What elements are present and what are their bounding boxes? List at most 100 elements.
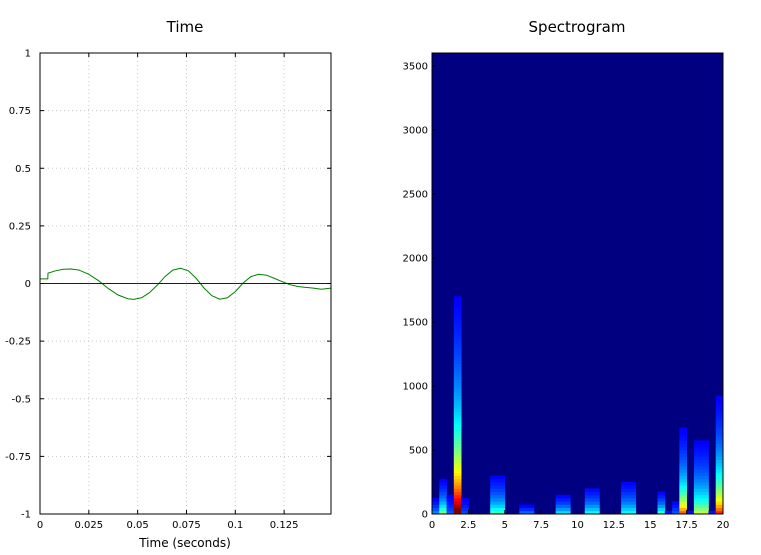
spectrogram-cell (446, 501, 455, 505)
spectrogram-cell (715, 433, 724, 438)
spectrogram-cell (453, 312, 462, 316)
series-line-0 (40, 267, 332, 300)
spectrogram-cell (715, 411, 724, 416)
spectrogram-cell (453, 376, 462, 380)
spectrogram-cell (679, 437, 688, 441)
spectrogram-cell (693, 491, 702, 496)
spectrogram-cell (679, 433, 688, 438)
spectrogram-cell (490, 510, 498, 515)
spectrogram-plot: Spectrogram 0 2.5 5 7.5 10 12.5 15 17.5 20 0 500 1… (403, 18, 730, 531)
spectrogram-cell (432, 504, 440, 508)
spectrogram-cell (453, 334, 462, 339)
spectrogram-cell (490, 475, 498, 480)
spectrogram-cell (679, 478, 688, 483)
spectrogram-cell (446, 507, 455, 512)
spectrogram-cell (693, 453, 702, 457)
x-tick-label: 0.125 (270, 520, 299, 531)
spectrogram-cell (461, 501, 469, 505)
spectrogram-cell (679, 501, 688, 505)
spectrogram-cell (715, 507, 724, 512)
spectrogram-cell (555, 504, 564, 508)
spectrogram-cell (679, 443, 688, 448)
spectrogram-cell (686, 510, 695, 515)
spectrogram-cell (453, 427, 462, 432)
spectrogram-cell (453, 347, 462, 352)
spectrogram-cell (453, 382, 462, 387)
spectrogram-cell (693, 501, 702, 505)
spectrogram-cell (453, 363, 462, 368)
spectrogram-cell (453, 344, 462, 348)
spectrogram-cell (628, 481, 637, 486)
spectrogram-cell (628, 501, 637, 505)
x-tick-label: 17.5 (675, 520, 697, 531)
spectrogram-cell (715, 491, 724, 496)
x-tick-label: 5 (502, 520, 508, 531)
spectrogram-cell (628, 497, 637, 502)
spectrogram-cell (439, 491, 447, 496)
spectrogram-cell (453, 414, 462, 419)
spectrogram-cell (715, 430, 724, 435)
spectrogram-cell (453, 379, 462, 384)
spectrogram-cell (657, 497, 666, 502)
y-tick-label: 0.25 (9, 221, 31, 232)
spectrogram-cell (453, 408, 462, 412)
spectrogram-cell (693, 494, 702, 499)
spectrogram-cell (584, 507, 593, 512)
spectrogram-cell (562, 504, 571, 508)
spectrogram-cell (701, 504, 709, 508)
spectrogram-cell (453, 299, 462, 304)
spectrogram-cell (715, 446, 724, 451)
y-tick-label: 1 (25, 49, 31, 60)
spectrogram-cell (453, 449, 462, 454)
spectrogram-cell (701, 465, 709, 470)
spectrogram-cell (693, 456, 702, 460)
spectrogram-cell (439, 494, 447, 499)
spectrogram-cell (701, 485, 709, 489)
spectrogram-cell (621, 481, 629, 486)
y-tick-label: 0.75 (9, 106, 31, 117)
spectrogram-cell (439, 481, 447, 486)
spectrogram-cell (715, 395, 724, 400)
spectrogram-cell (439, 478, 447, 483)
spectrogram-cell (628, 488, 637, 492)
spectrogram-cell (453, 309, 462, 313)
spectrogram-cell (592, 488, 600, 492)
spectrogram-cell (592, 501, 600, 505)
spectrogram-cell (679, 475, 688, 480)
spectrogram-cell (715, 475, 724, 480)
spectrogram-cell (693, 472, 702, 476)
spectrogram-cell (715, 440, 724, 444)
spectrogram-cell (693, 475, 702, 480)
spectrogram-cell (628, 504, 637, 508)
spectrogram-cell (679, 472, 688, 476)
x-tick-label: 0.05 (127, 520, 149, 531)
spectrogram-cell (621, 494, 629, 499)
spectrogram-cell (693, 462, 702, 467)
spectrogram-cell (497, 485, 506, 489)
spectrogram-cell (490, 507, 498, 512)
spectrogram-cell (453, 433, 462, 438)
spectrogram-cell (701, 507, 709, 512)
spectrogram-cell (453, 366, 462, 371)
spectrogram-cell (693, 459, 702, 464)
spectrogram-cell (453, 446, 462, 451)
spectrogram-cell (497, 478, 506, 483)
spectrogram-cell (490, 488, 498, 492)
spectrogram-cell (715, 405, 724, 409)
spectrogram-cell (453, 341, 462, 345)
spectrogram-cell (657, 491, 666, 496)
spectrogram-cell (562, 497, 571, 502)
spectrogram-cell (453, 360, 462, 364)
spectrogram-cell (657, 507, 666, 512)
spectrogram-cell (621, 485, 629, 489)
x-tick-label: 0 (429, 520, 435, 531)
spectrogram-cell (497, 497, 506, 502)
spectrogram-cell (555, 497, 564, 502)
spectrogram-cell (453, 395, 462, 400)
spectrogram-cell (584, 494, 593, 499)
spectrogram-cell (562, 494, 571, 499)
spectrogram-cell (679, 485, 688, 489)
spectrogram-cell (693, 449, 702, 454)
spectrogram-cell (679, 440, 688, 444)
spectrogram-cell (453, 456, 462, 460)
